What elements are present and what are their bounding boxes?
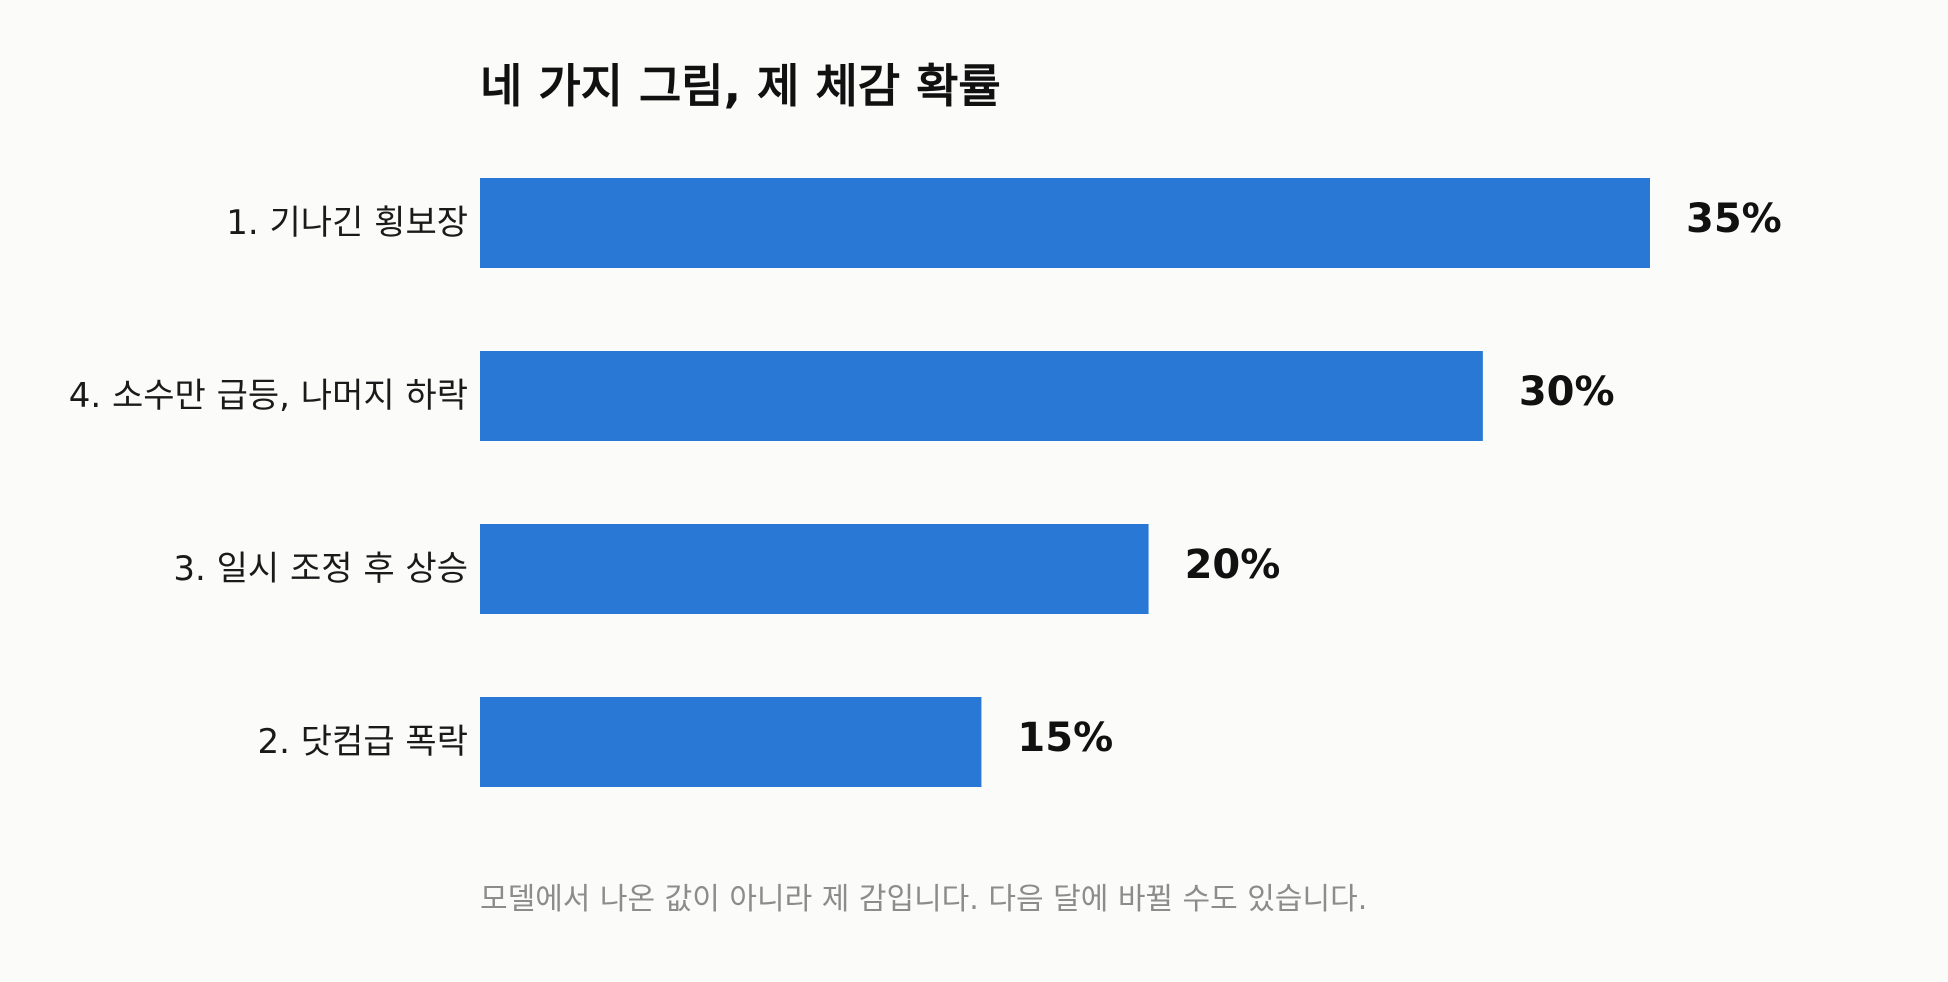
bar (480, 351, 1483, 441)
category-label: 1. 기나긴 횡보장 (226, 203, 468, 243)
value-labels-group: 35% 30% 20% 15% (1017, 196, 1781, 761)
category-label: 3. 일시 조정 후 상승 (173, 549, 468, 589)
value-label: 20% (1185, 542, 1281, 588)
bar (480, 178, 1650, 268)
category-labels-group: 1. 기나긴 횡보장 4. 소수만 급등, 나머지 하락 3. 일시 조정 후 상승… (69, 203, 468, 762)
chart-title: 네 가지 그림, 제 체감 확률 (480, 59, 1001, 113)
chart-footnote: 모델에서 나온 값이 아니라 제 감입니다. 다음 달에 바뀔 수도 있습니다. (480, 882, 1367, 917)
value-label: 35% (1686, 196, 1782, 242)
category-label: 4. 소수만 급등, 나머지 하락 (69, 376, 468, 416)
bars-group (480, 178, 1650, 787)
bar (480, 524, 1149, 614)
bar (480, 697, 982, 787)
value-label: 30% (1519, 369, 1615, 415)
value-label: 15% (1017, 715, 1113, 761)
category-label: 2. 닷컴급 폭락 (258, 722, 468, 762)
